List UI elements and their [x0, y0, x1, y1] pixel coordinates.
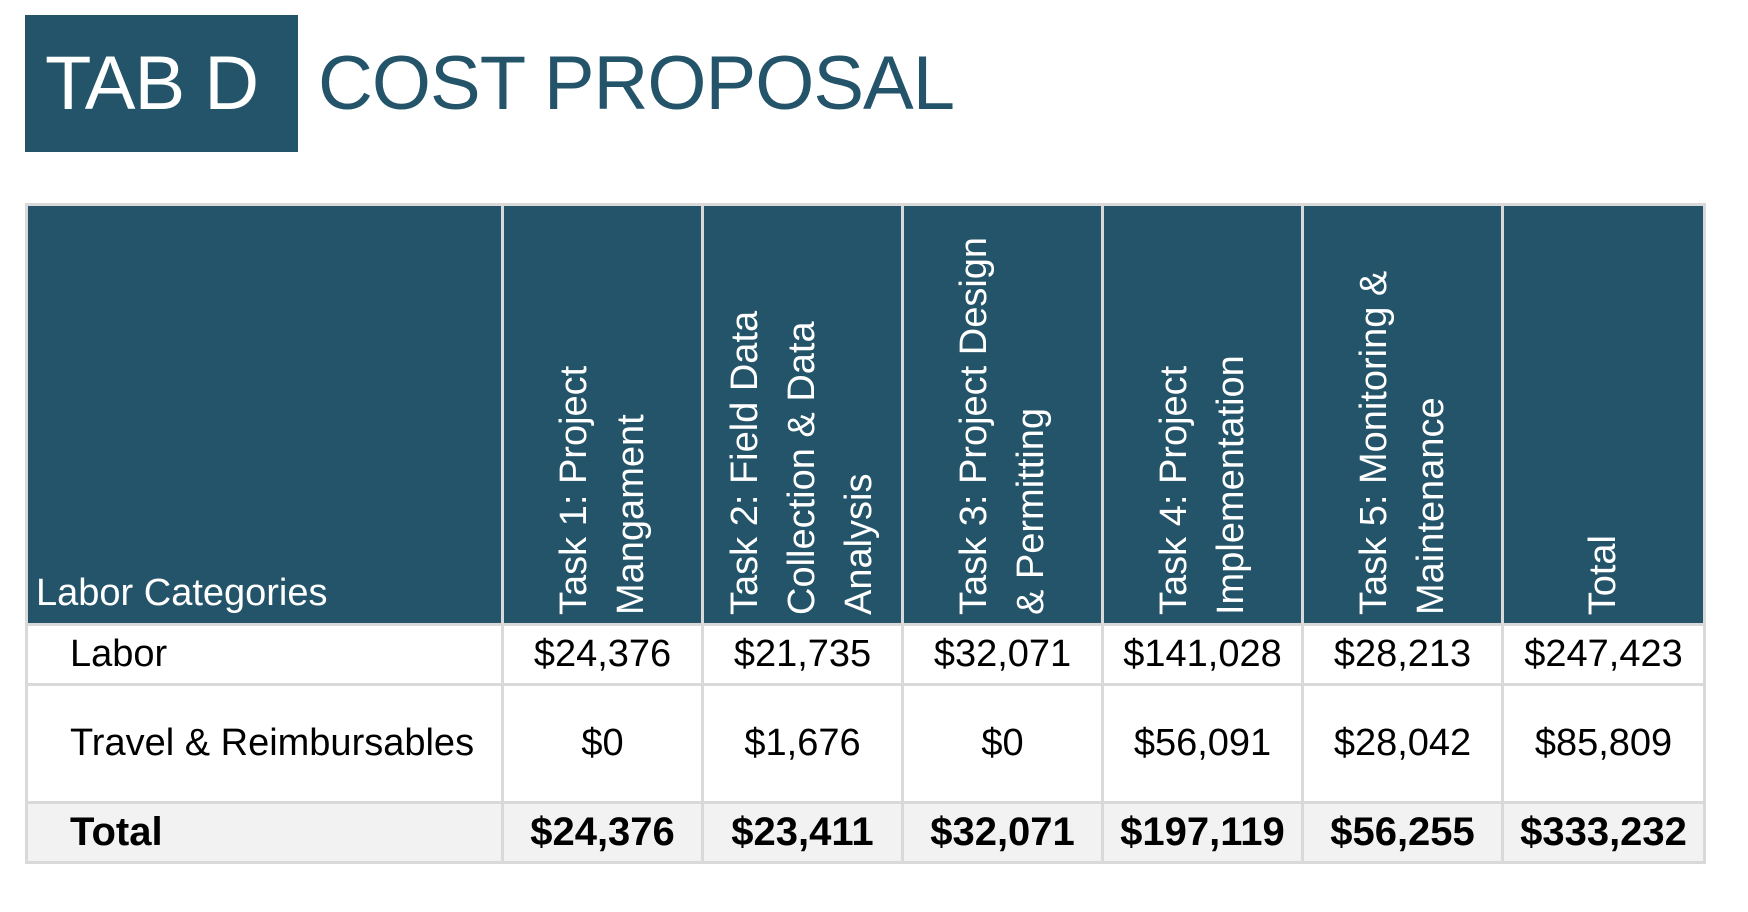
- tab-label: TAB D: [45, 41, 259, 126]
- table-cell: $0: [901, 683, 1104, 804]
- column-header-task-2-label: Task 2: Field Data Collection & Data Ana…: [724, 310, 880, 615]
- table-cell: $56,091: [1101, 683, 1304, 804]
- column-header-total: Total: [1501, 203, 1706, 626]
- row-label: Labor: [25, 623, 504, 686]
- table-cell: $23,411: [701, 801, 904, 864]
- tab-label-box: TAB D: [25, 15, 298, 152]
- table-row-labor: Labor $24,376 $21,735 $32,071 $141,028 $…: [25, 623, 1706, 686]
- column-header-labor-categories: Labor Categories: [25, 203, 504, 626]
- table-cell: $28,213: [1301, 623, 1504, 686]
- page-title: COST PROPOSAL: [318, 41, 955, 126]
- table-cell: $141,028: [1101, 623, 1304, 686]
- row-label: Total: [25, 801, 504, 864]
- column-header-task-4-label: Task 4: Project Implementation: [1152, 355, 1252, 615]
- table-cell: $24,376: [501, 801, 704, 864]
- table-cell: $24,376: [501, 623, 704, 686]
- table-cell: $247,423: [1501, 623, 1706, 686]
- table-cell: $333,232: [1501, 801, 1706, 864]
- table-cell: $0: [501, 683, 704, 804]
- table-cell: $1,676: [701, 683, 904, 804]
- column-header-total-label: Total: [1582, 534, 1624, 615]
- column-header-task-1-label: Task 1: Project Mangament: [552, 365, 652, 615]
- table-cell: $32,071: [901, 623, 1104, 686]
- table-row-travel: Travel & Reimbursables $0 $1,676 $0 $56,…: [25, 683, 1706, 804]
- cost-table: Labor Categories Task 1: Project Mangame…: [25, 203, 1706, 864]
- table-cell: $56,255: [1301, 801, 1504, 864]
- column-header-task-4: Task 4: Project Implementation: [1101, 203, 1304, 626]
- table-cell: $32,071: [901, 801, 1104, 864]
- column-header-task-5: Task 5: Monitoring & Maintenance: [1301, 203, 1504, 626]
- table-header-row: Labor Categories Task 1: Project Mangame…: [25, 203, 1706, 626]
- table-cell: $85,809: [1501, 683, 1706, 804]
- table-cell: $21,735: [701, 623, 904, 686]
- column-header-task-3: Task 3: Project Design & Permitting: [901, 203, 1104, 626]
- column-header-task-1: Task 1: Project Mangament: [501, 203, 704, 626]
- table-cell: $197,119: [1101, 801, 1304, 864]
- column-header-task-2: Task 2: Field Data Collection & Data Ana…: [701, 203, 904, 626]
- row-label: Travel & Reimbursables: [25, 683, 504, 804]
- table-row-total: Total $24,376 $23,411 $32,071 $197,119 $…: [25, 801, 1706, 864]
- column-header-task-3-label: Task 3: Project Design & Permitting: [952, 236, 1052, 615]
- column-header-task-5-label: Task 5: Monitoring & Maintenance: [1352, 270, 1452, 615]
- table-cell: $28,042: [1301, 683, 1504, 804]
